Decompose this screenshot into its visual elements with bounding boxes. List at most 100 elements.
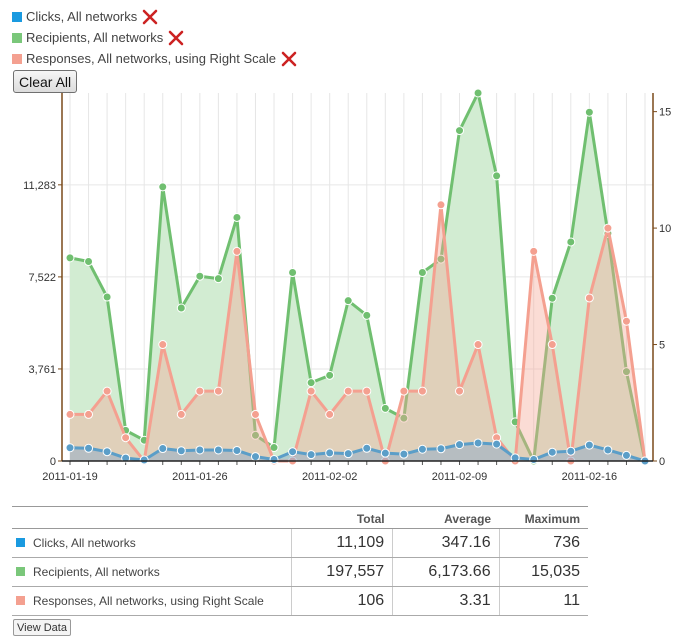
data-point-clicks (529, 455, 539, 465)
data-point-responses (362, 386, 372, 396)
right-axis-tick-label: 0 (659, 456, 665, 468)
table-row: Clicks, All networks 11,109 347.16 736 (12, 528, 588, 558)
data-point-responses (343, 386, 353, 396)
data-point-clicks (232, 445, 242, 455)
data-point-recipients (306, 378, 316, 388)
left-axis-tick-label: 7,522 (28, 272, 56, 284)
data-point-clicks (84, 443, 94, 453)
data-point-clicks (380, 448, 390, 458)
table-header-maximum: Maximum (499, 506, 588, 529)
table-header-average: Average (392, 506, 500, 529)
left-axis-tick-label: 3,761 (28, 364, 56, 376)
summary-table: Total Average Maximum Clicks, All networ… (12, 506, 588, 616)
row-maximum: 15,035 (498, 557, 588, 587)
data-point-responses (102, 386, 112, 396)
data-point-responses (399, 386, 409, 396)
close-icon[interactable] (168, 30, 184, 46)
data-point-recipients (250, 430, 260, 440)
data-point-recipients (213, 274, 223, 284)
data-point-responses (232, 246, 242, 256)
clear-all-button[interactable]: Clear All (13, 70, 78, 93)
data-point-clicks (121, 453, 131, 463)
view-data-button[interactable]: View Data (13, 619, 71, 636)
close-icon[interactable] (142, 9, 158, 25)
close-icon[interactable] (281, 51, 297, 67)
table-header-row: Total Average Maximum (12, 506, 588, 529)
data-point-recipients (584, 107, 594, 117)
data-point-clicks (343, 449, 353, 459)
data-point-clicks (250, 452, 260, 462)
data-point-clicks (269, 455, 279, 465)
data-point-responses (176, 409, 186, 419)
right-axis-tick-label: 10 (659, 223, 671, 235)
data-point-recipients (399, 413, 409, 423)
data-point-recipients (417, 268, 427, 278)
legend-item-clicks[interactable]: Clicks, All networks (12, 6, 297, 27)
data-point-recipients (232, 212, 242, 222)
data-point-recipients (455, 126, 465, 136)
data-point-responses (65, 409, 75, 419)
row-maximum: 736 (498, 528, 588, 558)
data-point-responses (158, 340, 168, 350)
data-point-recipients (84, 257, 94, 267)
legend-item-recipients[interactable]: Recipients, All networks (12, 27, 297, 48)
data-point-recipients (325, 370, 335, 380)
data-point-recipients (380, 403, 390, 413)
data-point-recipients (547, 293, 557, 303)
series-area-recipients (70, 93, 645, 461)
legend-label-responses: Responses, All networks, using Right Sca… (26, 51, 277, 66)
table-header-name (12, 506, 292, 529)
series-line-responses (70, 203, 647, 463)
data-point-clicks (584, 440, 594, 450)
left-axis-tick-label: 0 (50, 456, 56, 468)
data-point-clicks (288, 447, 298, 457)
legend-item-responses[interactable]: Responses, All networks, using Right Sca… (12, 48, 297, 69)
data-point-recipients (176, 303, 186, 313)
data-point-clicks (306, 450, 316, 460)
data-point-recipients (288, 268, 298, 278)
data-point-recipients (158, 182, 168, 192)
data-point-recipients (362, 310, 372, 320)
row-total: 106 (290, 586, 393, 616)
data-point-responses (417, 386, 427, 396)
data-point-responses (584, 293, 594, 303)
data-point-clicks (362, 443, 372, 453)
data-point-responses (621, 316, 631, 326)
legend-swatch-responses (12, 53, 22, 64)
data-point-clicks (547, 447, 557, 457)
row-average: 3.31 (392, 586, 500, 616)
data-point-clicks (65, 443, 75, 453)
data-point-responses (250, 409, 260, 419)
data-point-clicks (417, 444, 427, 454)
row-swatch-recipients (16, 567, 25, 576)
data-point-clicks (436, 444, 446, 454)
data-point-responses (473, 340, 483, 350)
data-point-responses (195, 386, 205, 396)
data-point-clicks (102, 447, 112, 457)
data-point-clicks (325, 448, 335, 458)
x-axis-tick-label: 2011-02-16 (562, 471, 617, 483)
data-point-clicks (603, 445, 613, 455)
data-point-responses (603, 223, 613, 233)
row-total: 197,557 (290, 557, 393, 587)
data-point-clicks (195, 445, 205, 455)
row-name: Recipients, All networks (33, 565, 160, 579)
data-point-clicks (621, 450, 631, 460)
data-point-responses (84, 409, 94, 419)
data-point-clicks (139, 455, 149, 465)
data-point-recipients (65, 253, 75, 263)
data-point-recipients (195, 271, 205, 281)
data-point-recipients (566, 237, 576, 247)
row-average: 6,173.66 (392, 557, 500, 587)
row-maximum: 11 (498, 586, 588, 616)
table-row: Responses, All networks, using Right Sca… (12, 586, 588, 616)
chart: 0 3,761 7,522 11,283 0 5 10 15 2011-01-19 2011-01… (23, 88, 671, 483)
data-point-clicks (510, 453, 520, 463)
table-header-total: Total (291, 506, 393, 529)
data-point-responses (455, 386, 465, 396)
data-point-responses (547, 340, 557, 350)
data-point-responses (325, 409, 335, 419)
right-axis-tick-label: 15 (659, 107, 671, 119)
data-point-responses (306, 386, 316, 396)
legend-label-recipients: Recipients, All networks (26, 30, 164, 45)
